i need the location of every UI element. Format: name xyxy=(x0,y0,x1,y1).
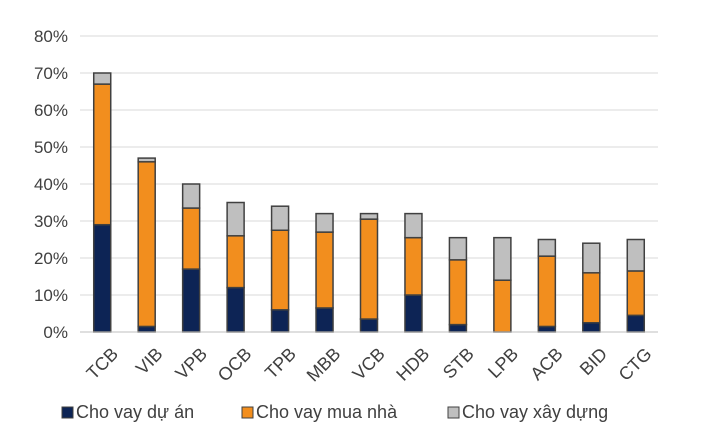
bar-segment xyxy=(626,314,646,333)
bar-stack-hdb xyxy=(404,212,423,333)
bar-segment xyxy=(626,238,646,272)
bar-segment xyxy=(226,286,245,333)
legend-item: Cho vay xây dựng xyxy=(447,402,608,422)
x-tick-label: HDB xyxy=(392,344,433,385)
bar-segment xyxy=(270,205,290,231)
bar-stack-vib xyxy=(137,157,156,333)
bar-segment xyxy=(92,72,112,85)
x-tick-label: BID xyxy=(576,344,611,379)
y-tick-label: 70% xyxy=(34,64,68,83)
bar-stack-ctg xyxy=(626,238,646,333)
legend-item: Cho vay mua nhà xyxy=(241,402,398,422)
x-tick-label: CTG xyxy=(615,344,656,385)
bar-stack-vpb xyxy=(181,183,201,333)
bar-segment xyxy=(137,325,156,333)
bar-segment xyxy=(181,207,201,270)
bar-segment xyxy=(315,212,334,233)
legend-swatch xyxy=(61,406,74,419)
bar-segment xyxy=(181,183,201,209)
bar-segment xyxy=(181,268,201,333)
y-axis-ticks: 0% 10% 20% 30% 40% 50% 60% 70% 80% xyxy=(34,27,68,342)
bar-segment xyxy=(359,318,379,333)
legend-label: Cho vay dự án xyxy=(76,402,194,422)
bar-segment xyxy=(137,157,156,163)
bar-segment xyxy=(359,212,379,220)
y-tick-label: 80% xyxy=(34,27,68,46)
x-tick-label: MBB xyxy=(303,344,345,386)
bar-segment xyxy=(137,161,156,328)
bar-stack-mbb xyxy=(315,212,334,333)
bar-segment xyxy=(537,255,557,328)
bar-segment xyxy=(537,325,557,333)
bar-segment xyxy=(582,272,601,324)
bar-segment xyxy=(448,323,468,333)
bar-segment xyxy=(226,201,245,237)
legend-swatch xyxy=(447,406,460,419)
y-tick-label: 60% xyxy=(34,101,68,120)
bar-segment xyxy=(626,270,646,317)
bar-stack-tcb xyxy=(92,72,112,333)
bar-segment xyxy=(493,279,512,333)
x-tick-label: VCB xyxy=(349,344,389,384)
bar-stack-tpb xyxy=(270,205,290,333)
legend-label: Cho vay xây dựng xyxy=(462,402,608,422)
legend-swatch xyxy=(241,406,254,419)
bar-segment xyxy=(537,238,557,257)
bar-segment xyxy=(315,307,334,333)
bar-segment xyxy=(448,259,468,326)
bar-segment xyxy=(92,83,112,226)
bar-segment xyxy=(582,242,601,274)
bar-segment xyxy=(404,212,423,239)
bar-segment xyxy=(270,229,290,311)
x-tick-label: VIB xyxy=(132,344,167,379)
x-tick-label: TCB xyxy=(83,344,123,384)
bar-segment xyxy=(582,322,601,333)
legend-item: Cho vay dự án xyxy=(61,402,194,422)
x-tick-label: LPB xyxy=(484,344,522,382)
legend-label: Cho vay mua nhà xyxy=(256,402,398,422)
x-tick-label: VPB xyxy=(171,344,211,384)
y-tick-label: 40% xyxy=(34,175,68,194)
y-tick-label: 0% xyxy=(43,323,68,342)
bar-stack-bid xyxy=(582,242,601,333)
bar-segment xyxy=(226,235,245,289)
bar-segment xyxy=(92,223,112,333)
bars xyxy=(92,72,646,333)
bar-segment xyxy=(270,309,290,333)
x-axis-labels: TCB VIB VPB OCB TPB MBB VCB HDB STB LPB ACB BID CTG xyxy=(83,344,656,386)
y-tick-label: 10% xyxy=(34,286,68,305)
bar-segment xyxy=(404,236,423,296)
y-tick-label: 20% xyxy=(34,249,68,268)
bar-segment xyxy=(359,218,379,320)
x-tick-label: ACB xyxy=(526,344,566,384)
bar-stack-lpb xyxy=(493,236,512,333)
bar-stack-stb xyxy=(448,236,468,333)
bar-segment xyxy=(448,236,468,261)
bar-segment xyxy=(315,231,334,309)
bar-stack-ocb xyxy=(226,201,245,333)
legend: Cho vay dự án Cho vay mua nhà Cho vay xây … xyxy=(61,402,608,422)
bar-segment xyxy=(404,294,423,333)
y-tick-label: 50% xyxy=(34,138,68,157)
bar-stack-vcb xyxy=(359,212,379,333)
bar-segment xyxy=(493,236,512,281)
x-tick-label: OCB xyxy=(214,344,256,386)
x-tick-label: TPB xyxy=(261,344,300,383)
bar-stack-acb xyxy=(537,238,557,333)
y-tick-label: 30% xyxy=(34,212,68,231)
x-tick-label: STB xyxy=(439,344,478,383)
